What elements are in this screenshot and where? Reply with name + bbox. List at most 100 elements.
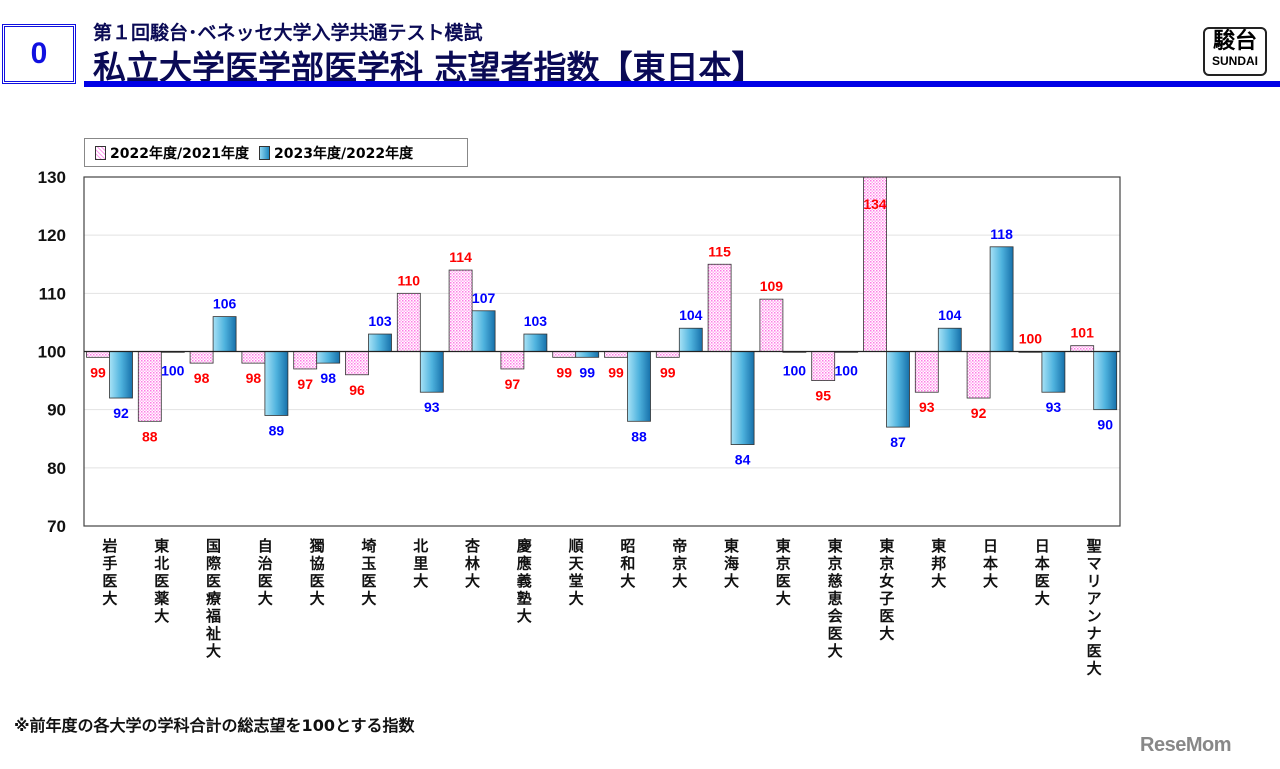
data-label: 101 — [1071, 325, 1095, 341]
category-char: 北 — [413, 537, 428, 555]
category-char: 東 — [724, 537, 739, 555]
category-char: 際 — [206, 555, 222, 573]
data-label: 98 — [194, 370, 210, 386]
category-label: 聖マリアンナ医大 — [1087, 537, 1102, 678]
category-char: 医 — [879, 607, 894, 625]
data-label: 92 — [971, 405, 987, 421]
legend-swatch-2022 — [95, 145, 106, 160]
category-char: 会 — [828, 607, 843, 625]
category-char: 東 — [879, 537, 894, 555]
category-char: 大 — [620, 572, 635, 590]
y-tick-label: 80 — [47, 459, 66, 478]
data-label: 100 — [783, 363, 807, 379]
category-char: 慈 — [828, 572, 843, 590]
category-char: 大 — [361, 590, 376, 608]
category-char: 大 — [258, 590, 273, 608]
data-label: 92 — [113, 405, 129, 421]
data-label: 115 — [708, 243, 731, 259]
bar-2023 — [523, 333, 548, 352]
data-label: 87 — [890, 434, 906, 450]
bar-2023 — [212, 316, 237, 352]
logo-kanji: 駿台 — [1212, 29, 1257, 54]
category-char: 日 — [1035, 537, 1050, 555]
category-char: 東 — [828, 537, 843, 555]
bar-2023 — [264, 351, 289, 416]
category-char: 恵 — [828, 590, 843, 608]
bar-2023 — [989, 246, 1014, 352]
data-label: 89 — [269, 422, 285, 438]
category-char: 治 — [258, 555, 273, 573]
logo-roman: SUNDAI — [1211, 54, 1258, 68]
category-char: 薬 — [153, 590, 169, 608]
data-label: 99 — [579, 364, 595, 380]
data-label: 98 — [246, 370, 262, 386]
category-char: リ — [1087, 572, 1102, 590]
data-label: 109 — [760, 278, 784, 294]
category-char: 帝 — [672, 537, 687, 555]
category-char: 埼 — [361, 537, 376, 555]
data-label: 107 — [472, 290, 496, 306]
category-char: マ — [1087, 555, 1102, 573]
bar-2022 — [500, 351, 525, 370]
y-tick-label: 100 — [38, 343, 66, 362]
category-char: 塾 — [517, 590, 532, 608]
category-char: 大 — [672, 572, 687, 590]
category-char: 日 — [983, 537, 998, 555]
category-label: 日本医大 — [1035, 537, 1050, 608]
category-char: 大 — [102, 590, 117, 608]
category-char: 京 — [879, 555, 894, 573]
bar-2022 — [914, 351, 939, 393]
bar-2023 — [471, 310, 496, 352]
bar-2023 — [627, 351, 651, 422]
bar-2022 — [448, 269, 473, 352]
bar-2023 — [1041, 351, 1066, 393]
page-title: 私立大学医学部医学科 志望者指数【東日本】 — [93, 48, 765, 87]
category-char: 大 — [983, 572, 998, 590]
data-label: 95 — [815, 388, 831, 404]
category-char: 大 — [1087, 660, 1102, 678]
y-tick-label: 90 — [47, 401, 66, 420]
data-label: 99 — [90, 364, 106, 380]
legend-label-2022: 2022年度/2021年度 — [110, 145, 250, 162]
data-label: 96 — [349, 382, 365, 398]
bar-2023 — [368, 333, 392, 352]
data-label: 98 — [320, 370, 336, 386]
category-char: 海 — [724, 555, 739, 573]
data-label: 99 — [660, 364, 676, 380]
data-label: 93 — [1046, 399, 1062, 415]
bar-2022 — [811, 351, 836, 381]
category-label: 東京医大 — [776, 537, 791, 608]
category-char: 医 — [154, 572, 169, 590]
bar-2023 — [730, 351, 755, 445]
data-label: 93 — [919, 399, 935, 415]
data-label: 90 — [1097, 417, 1113, 433]
legend-label-2023: 2023年度/2022年度 — [274, 145, 414, 162]
category-char: 大 — [569, 590, 584, 608]
data-label: 84 — [735, 452, 751, 468]
category-char: 東 — [776, 537, 791, 555]
category-char: 京 — [672, 555, 687, 573]
category-char: 里 — [413, 555, 428, 573]
bar-2022 — [189, 351, 214, 364]
subtitle: 第１回駿台･ベネッセ大学入学共通テスト模試 — [93, 22, 483, 44]
y-tick-label: 70 — [47, 517, 66, 536]
category-char: 医 — [828, 625, 843, 643]
category-label: 昭和大 — [620, 537, 635, 590]
data-label: 110 — [398, 272, 421, 288]
data-label: 106 — [213, 296, 237, 312]
category-label: 慶應義塾大 — [517, 537, 532, 625]
bar-2022 — [655, 351, 680, 358]
category-char: 大 — [310, 590, 325, 608]
bar-2023 — [316, 351, 341, 364]
y-tick-label: 120 — [38, 226, 66, 245]
bar-2022 — [552, 351, 577, 358]
data-label: 104 — [938, 307, 962, 323]
bar-2022 — [759, 298, 784, 352]
category-char: 福 — [205, 607, 221, 625]
slide-number: 0 — [2, 24, 76, 84]
category-char: 大 — [724, 572, 739, 590]
data-label: 93 — [424, 399, 440, 415]
category-char: 京 — [828, 555, 843, 573]
category-label: 岩手医大 — [101, 537, 117, 608]
category-label: 埼玉医大 — [361, 537, 376, 608]
